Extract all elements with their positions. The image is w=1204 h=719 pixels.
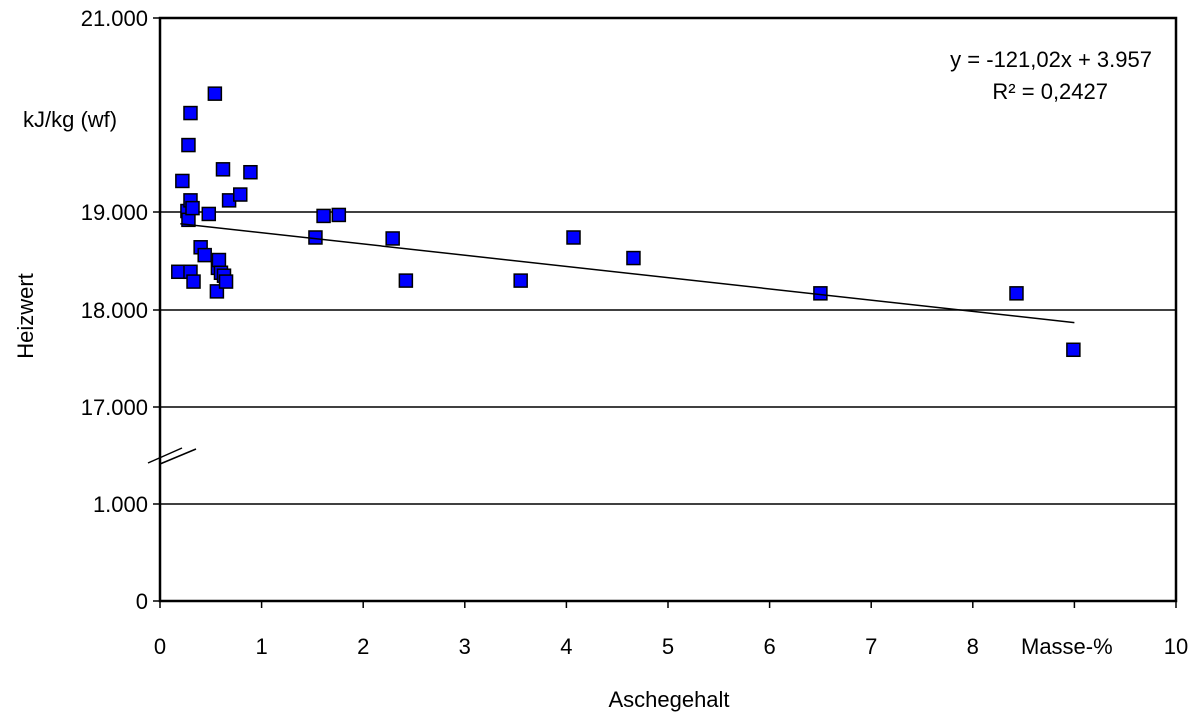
y-tick-label: 21.000	[81, 6, 148, 31]
x-tick-label: 5	[662, 634, 674, 659]
x-tick-label: 4	[560, 634, 572, 659]
data-point	[243, 164, 258, 180]
data-point	[513, 273, 528, 288]
data-point	[385, 231, 400, 246]
data-point	[215, 162, 231, 177]
r-squared-label: R² = 0,2427	[992, 79, 1108, 104]
y-tick-label: 0	[136, 589, 148, 614]
trendline-group	[180, 223, 1075, 324]
data-point	[331, 207, 347, 223]
axis-break-slash	[147, 447, 183, 464]
data-point	[211, 252, 227, 268]
x-axis-title: Aschegehalt	[608, 687, 729, 712]
data-point	[1066, 342, 1081, 358]
x-unit-label: Masse-%	[1021, 634, 1113, 659]
trendline	[180, 223, 1075, 324]
y-unit-label: kJ/kg (wf)	[23, 107, 117, 132]
plot-area-border	[158, 16, 1178, 603]
data-point	[201, 206, 217, 222]
data-point	[175, 173, 190, 189]
x-tick-label: 3	[459, 634, 471, 659]
data-point	[398, 273, 414, 288]
data-point	[186, 274, 201, 289]
data-point	[316, 208, 331, 224]
y-tick-label: 19.000	[81, 200, 148, 225]
x-tick-label: 1	[255, 634, 267, 659]
trendline-equation: y = -121,02x + 3.957	[950, 47, 1152, 72]
y-tick-label: 1.000	[93, 492, 148, 517]
x-tick-label: 10	[1164, 634, 1188, 659]
gridlines	[160, 211, 1176, 505]
y-axis-ticks: 0 1.000 17.000 18.000 19.000 21.000	[81, 6, 160, 614]
y-axis-break	[147, 447, 197, 465]
data-point	[185, 200, 200, 216]
y-tick-label: 18.000	[81, 298, 148, 323]
data-point	[566, 230, 581, 245]
data-point	[218, 274, 234, 289]
x-tick-label: 6	[763, 634, 775, 659]
data-point	[233, 187, 248, 202]
data-point	[626, 250, 641, 266]
x-tick-label: 2	[357, 634, 369, 659]
data-point	[171, 264, 186, 280]
x-tick-label: 0	[154, 634, 166, 659]
data-point	[183, 105, 198, 121]
x-axis-ticks: 0 1 2 3 4 5 6 7 8 10	[154, 601, 1188, 659]
x-tick-label: 8	[967, 634, 979, 659]
x-tick-label: 7	[865, 634, 877, 659]
y-tick-label: 17.000	[81, 395, 148, 420]
data-points	[171, 86, 1081, 358]
data-point	[207, 86, 223, 101]
data-point	[1009, 286, 1024, 301]
axis-break-slash	[159, 448, 197, 465]
data-point	[197, 247, 212, 263]
y-axis-title: Heizwert	[13, 273, 38, 359]
data-point	[181, 137, 196, 153]
